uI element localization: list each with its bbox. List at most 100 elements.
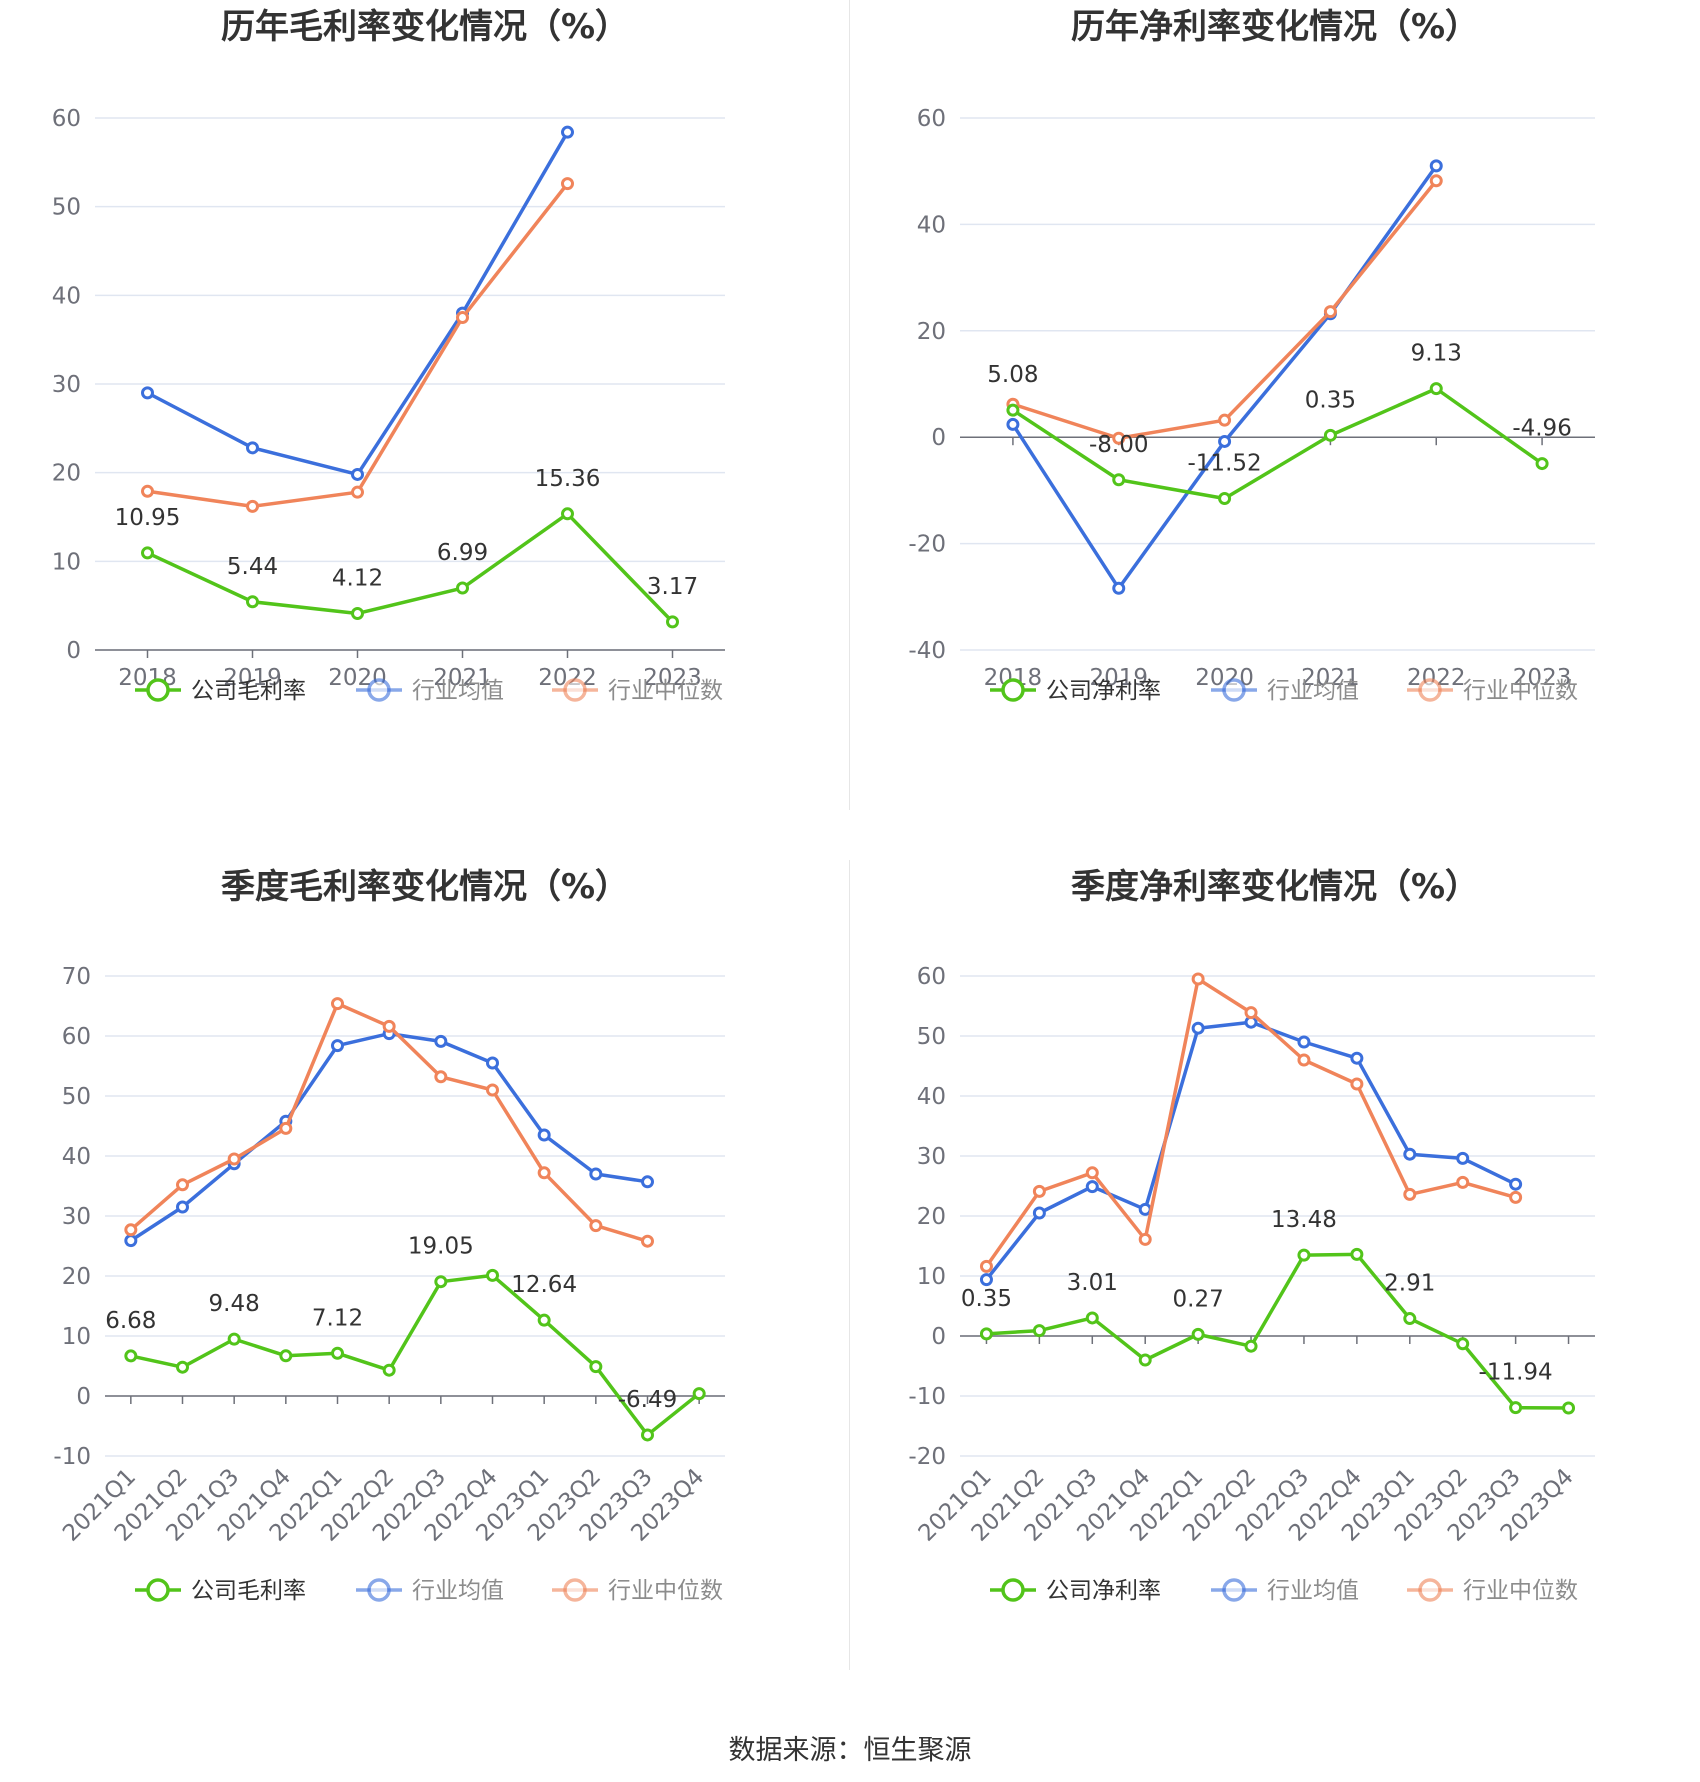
data-label: 5.08 — [987, 362, 1038, 388]
y-tick-label: 50 — [52, 195, 81, 221]
y-tick-label: 30 — [917, 1144, 946, 1170]
data-point-median — [1112, 431, 1126, 445]
legend-swatch-marker — [367, 1578, 391, 1602]
y-tick-label: 60 — [917, 106, 946, 132]
data-point-median — [331, 997, 344, 1011]
data-point-company — [1350, 1247, 1364, 1261]
data-point-median — [434, 1070, 448, 1084]
data-point-mean — [979, 1273, 993, 1287]
data-label: 2.91 — [1384, 1271, 1435, 1297]
data-point-mean — [1006, 417, 1020, 431]
y-tick-label: 0 — [66, 638, 81, 664]
data-point-median — [1191, 972, 1205, 986]
data-point-company — [537, 1313, 551, 1327]
data-point-median — [1297, 1053, 1311, 1067]
y-tick-label: 20 — [62, 1264, 91, 1290]
data-point-median — [382, 1019, 396, 1033]
data-point-company — [1403, 1312, 1417, 1326]
data-point-company — [589, 1360, 603, 1374]
data-label: -4.96 — [1512, 416, 1572, 442]
legend-item: 行业均值 — [1211, 678, 1359, 704]
legend-item: 行业均值 — [356, 1578, 504, 1604]
data-point-mean — [1403, 1147, 1417, 1161]
series-line-median — [147, 182, 569, 509]
data-point-company — [227, 1332, 241, 1346]
legend-label: 行业均值 — [412, 678, 504, 704]
data-point-mean — [1509, 1177, 1523, 1191]
legend-label: 公司毛利率 — [191, 678, 306, 704]
data-label: -8.00 — [1089, 432, 1149, 458]
chart-panel-quarterly-gross-margin: 季度毛利率变化情况（%） -10 0 10 20 30 40 50 60 70 2021Q1 2021… — [0, 860, 850, 1720]
data-point-mean — [1138, 1202, 1152, 1216]
y-tick-label: 20 — [917, 319, 946, 345]
data-point-mean — [486, 1056, 499, 1070]
y-tick-label: 50 — [917, 1024, 946, 1050]
data-point-company — [141, 546, 154, 560]
legend-swatch-marker — [1222, 1578, 1246, 1602]
legend-label: 行业均值 — [412, 1578, 504, 1604]
legend-swatch-marker — [146, 1578, 170, 1602]
data-point-mean — [641, 1175, 654, 1189]
legend-swatch-marker — [1418, 1578, 1442, 1602]
legend-item: 行业中位数 — [1407, 678, 1578, 704]
data-point-mean — [1032, 1206, 1046, 1220]
data-point-company — [1138, 1353, 1152, 1367]
chart-title: 季度净利率变化情况（%） — [1071, 867, 1479, 907]
data-label: -11.52 — [1188, 450, 1262, 476]
legend-item: 公司净利率 — [990, 1578, 1161, 1604]
y-tick-label: 20 — [52, 461, 81, 487]
data-point-median — [246, 499, 259, 513]
series-line-mean — [1011, 164, 1438, 591]
data-point-company — [331, 1346, 344, 1360]
series-line-mean — [129, 1031, 648, 1243]
data-label: 19.05 — [408, 1234, 474, 1260]
data-label: 9.13 — [1411, 341, 1462, 367]
data-point-mean — [331, 1039, 344, 1053]
data-point-company — [176, 1360, 189, 1374]
data-label: 3.01 — [1067, 1270, 1118, 1296]
series-line-median — [1012, 179, 1438, 441]
y-tick-label: 10 — [62, 1324, 91, 1350]
source-note: 数据来源：恒生聚源 — [728, 1735, 972, 1766]
data-label: 10.95 — [115, 505, 181, 531]
y-tick-label: 60 — [62, 1024, 91, 1050]
data-point-median — [1085, 1166, 1099, 1180]
quarterly-net-margin-chart: 季度净利率变化情况（%）-20-1001020304050602021Q1202… — [908, 867, 1595, 1604]
data-point-median — [1323, 305, 1337, 319]
data-point-median — [1403, 1187, 1417, 1201]
legend-label: 行业中位数 — [608, 678, 723, 704]
x-tick-label: 2023 — [643, 665, 702, 691]
legend-item: 行业中位数 — [552, 1578, 723, 1604]
data-point-mean — [1218, 434, 1232, 448]
data-point-company — [1218, 491, 1232, 505]
data-point-median — [1218, 413, 1232, 427]
data-point-median — [351, 485, 364, 499]
data-point-median — [124, 1223, 138, 1237]
data-point-mean — [1297, 1035, 1311, 1049]
legend-item: 行业中位数 — [1407, 1578, 1578, 1604]
data-point-company — [382, 1363, 396, 1377]
y-tick-label: -10 — [53, 1444, 91, 1470]
data-point-median — [279, 1121, 293, 1135]
series-line-mean — [146, 131, 570, 477]
data-point-company — [279, 1349, 293, 1363]
data-label: 0.35 — [1305, 387, 1356, 413]
data-point-median — [1350, 1077, 1364, 1091]
vertical-divider-bottom — [849, 860, 850, 1670]
data-point-median — [1244, 1006, 1258, 1020]
data-label: 12.64 — [511, 1272, 577, 1298]
legend-item: 公司净利率 — [990, 678, 1161, 704]
chart-panel-quarterly-net-margin: 季度净利率变化情况（%） -20 -10 0 10 20 30 40 50 60 2021Q1 202… — [850, 860, 1700, 1720]
y-tick-label: 0 — [931, 425, 946, 451]
data-label: 6.68 — [105, 1308, 156, 1334]
data-label: 13.48 — [1271, 1207, 1337, 1233]
data-point-mean — [1112, 581, 1126, 595]
chart-title: 历年毛利率变化情况（%） — [221, 7, 629, 47]
legend-label: 公司毛利率 — [191, 1578, 306, 1604]
data-point-company — [351, 606, 364, 620]
chart-title: 历年净利率变化情况（%） — [1071, 7, 1479, 47]
data-point-company — [1429, 382, 1443, 396]
y-tick-label: 70 — [62, 964, 91, 990]
data-label: 7.12 — [312, 1305, 363, 1331]
